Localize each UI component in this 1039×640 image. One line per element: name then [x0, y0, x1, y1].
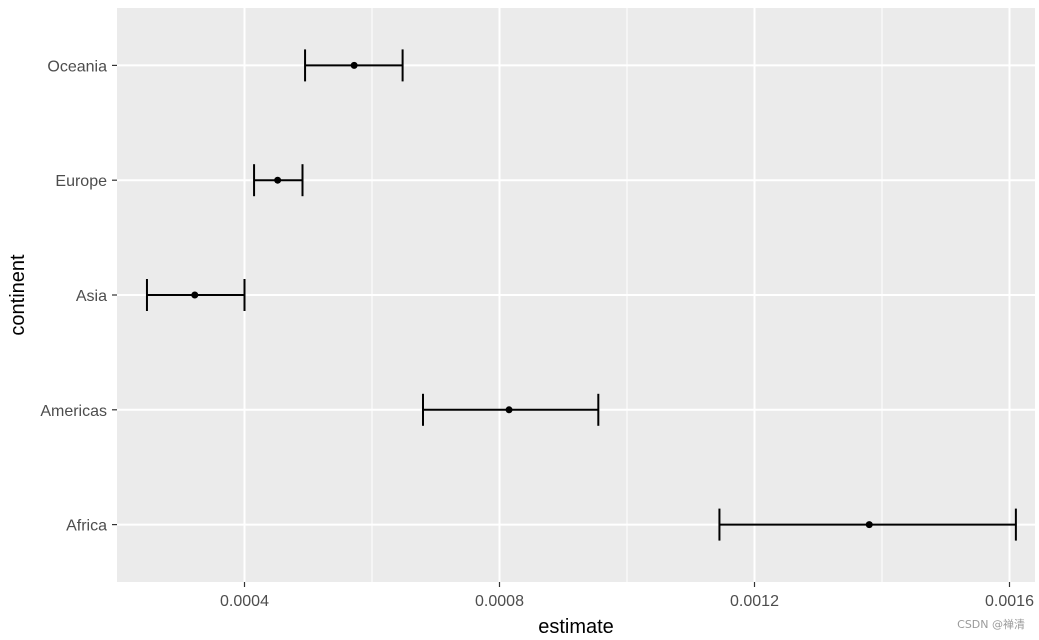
x-tick-label: 0.0016 [985, 593, 1034, 610]
y-tick-label: Americas [40, 403, 107, 420]
point-americas [505, 406, 513, 414]
point-asia [191, 291, 199, 299]
point-africa [865, 521, 873, 529]
x-axis: 0.0004 0.0008 0.0012 0.0016 [220, 582, 1034, 610]
x-tick-label: 0.0012 [730, 593, 779, 610]
points [191, 61, 873, 529]
y-axis-title: continent [7, 254, 29, 336]
x-tick-label: 0.0004 [220, 593, 269, 610]
watermark: CSDN @禅清 [957, 618, 1025, 631]
y-tick-label: Europe [55, 173, 107, 190]
x-axis-title: estimate [538, 616, 614, 638]
y-tick-label: Africa [66, 518, 107, 535]
y-axis: Africa Americas Asia Europe Oceania [40, 58, 117, 535]
y-tick-label: Oceania [47, 58, 107, 75]
y-tick-label: Asia [76, 288, 107, 305]
point-europe [274, 176, 282, 184]
x-tick-label: 0.0008 [475, 593, 524, 610]
point-oceania [350, 61, 358, 69]
